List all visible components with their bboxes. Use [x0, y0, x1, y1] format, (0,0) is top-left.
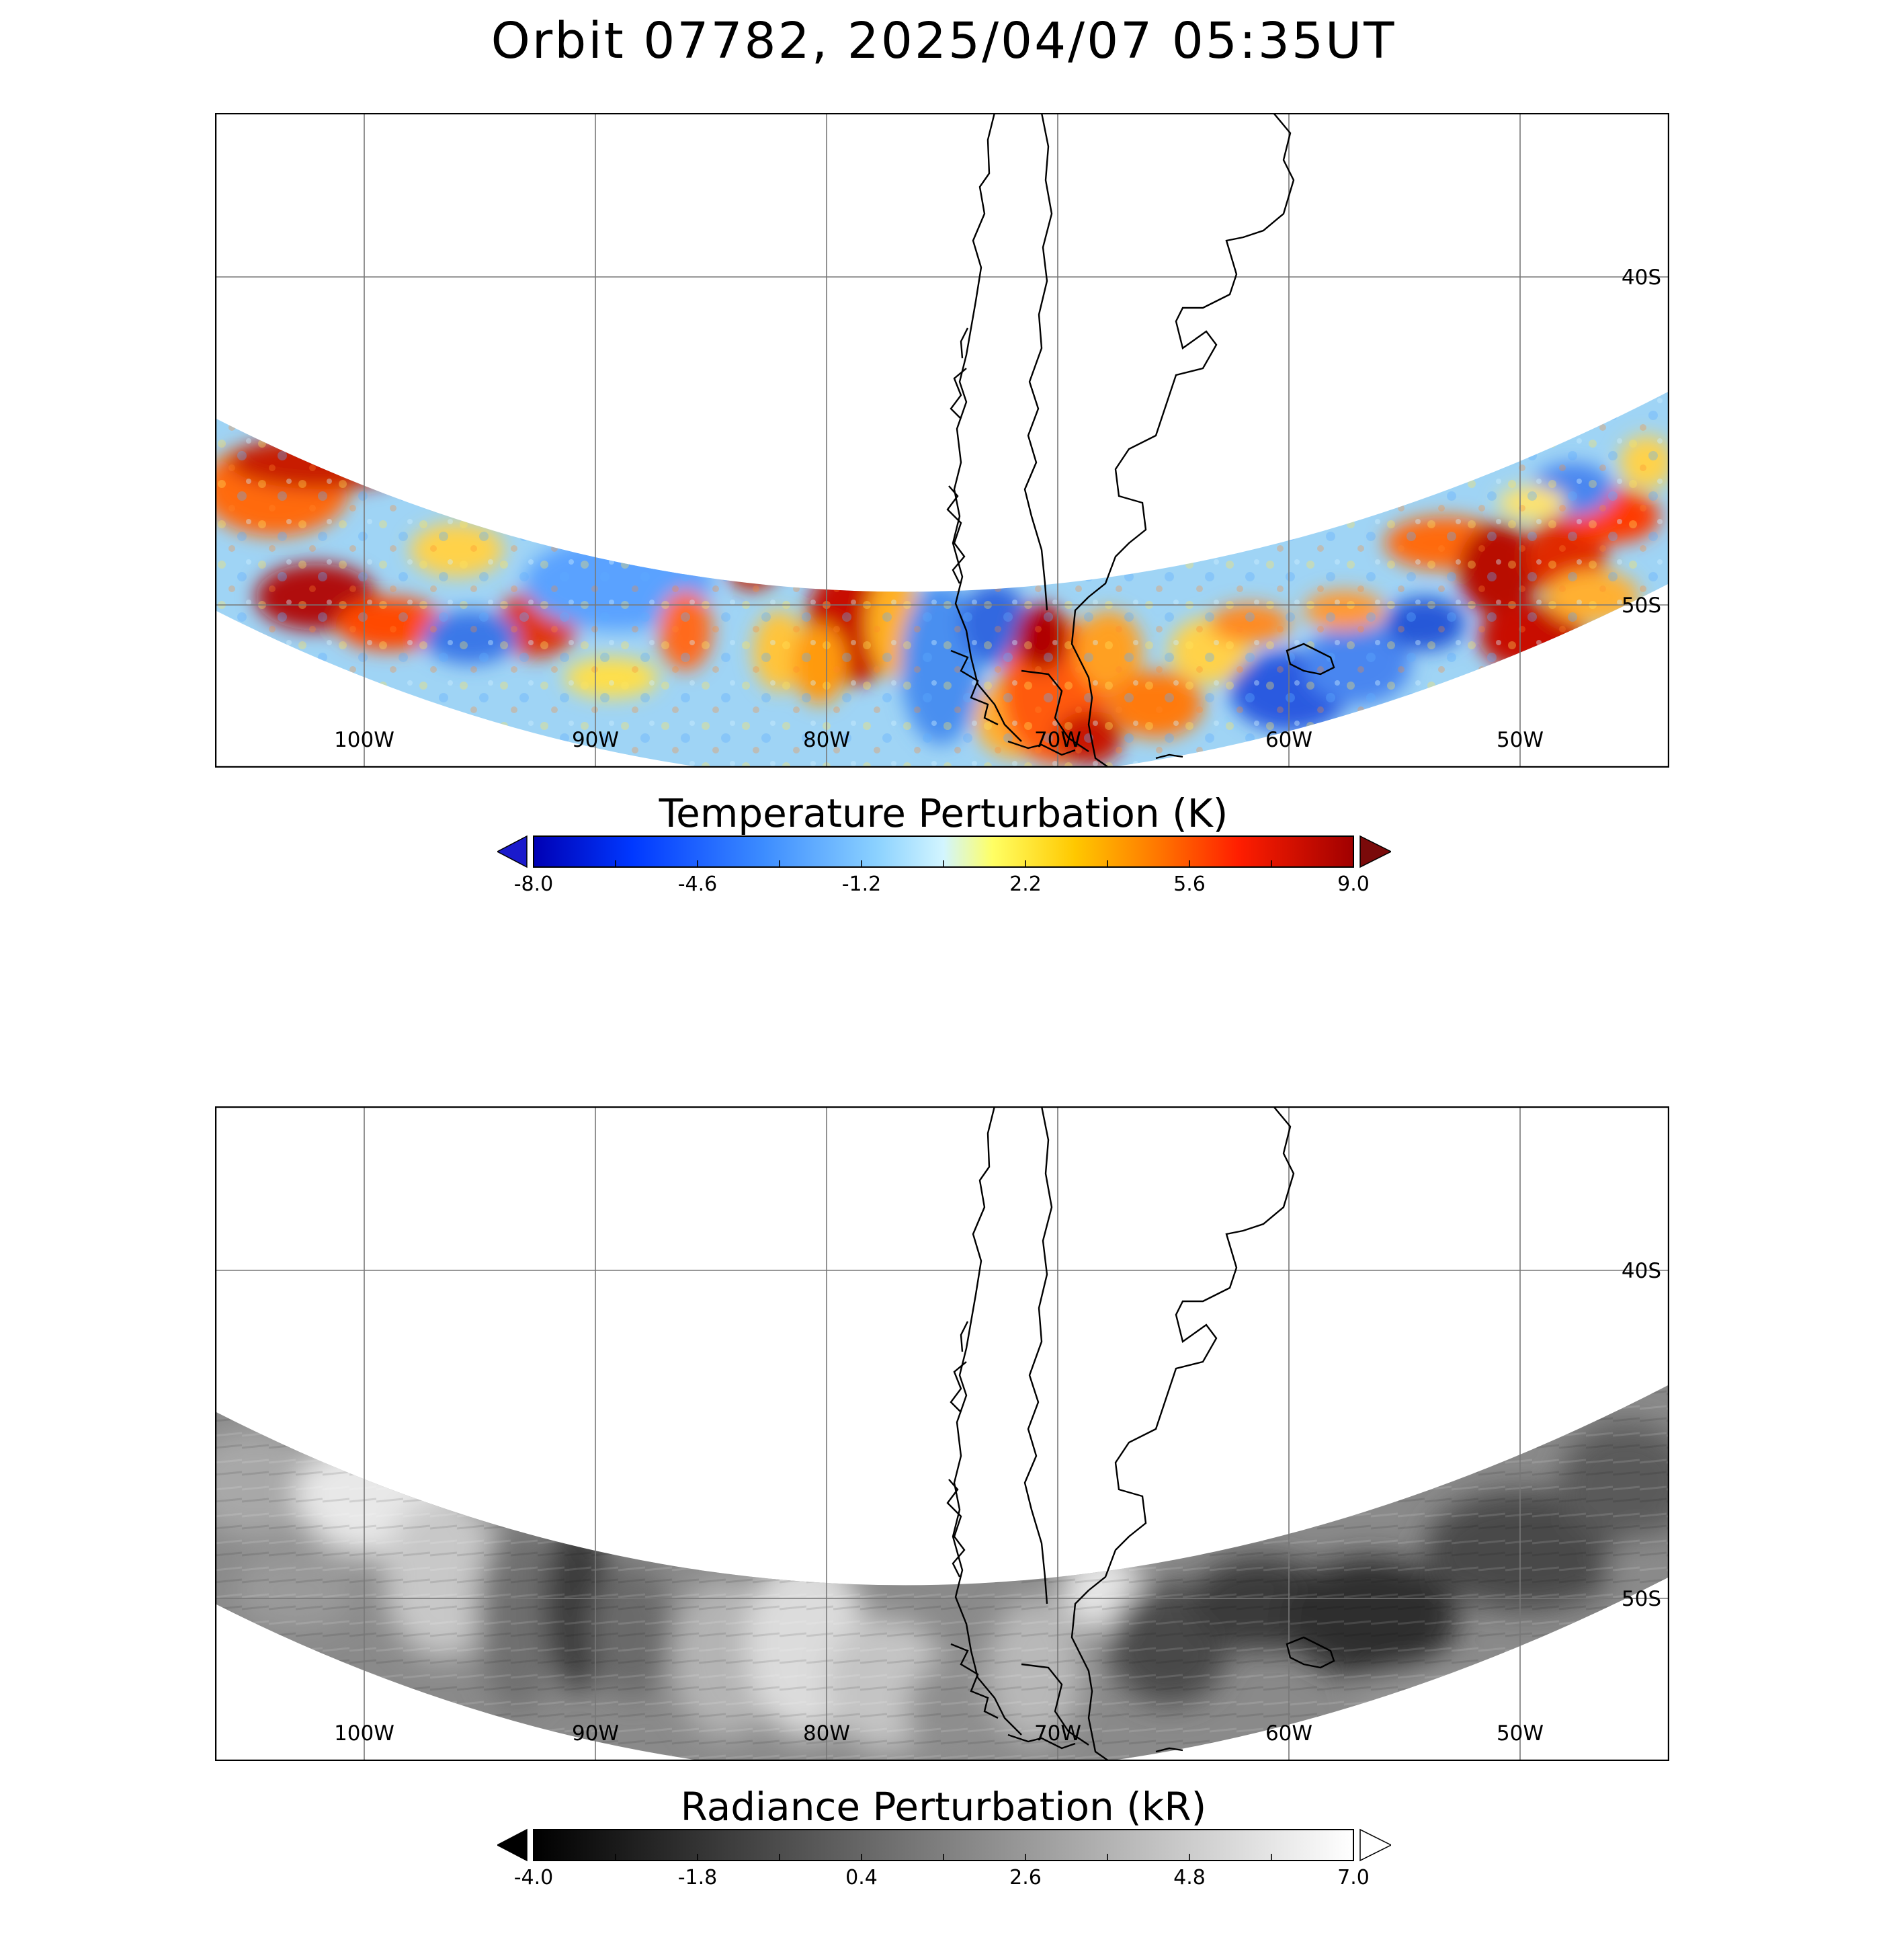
colorbar-tick-label: -4.0 [513, 1866, 554, 1889]
graticule-labels: 100W 90W 80W 70W 60W 50W 40S 50S [334, 266, 1661, 752]
colorbar-tick-label: -4.6 [677, 872, 718, 896]
lat-label: 40S [1622, 1259, 1661, 1283]
extend-high-arrow [1359, 1828, 1391, 1862]
temperature-map-svg: 100W 90W 80W 70W 60W 50W 40S 50S [215, 113, 1669, 768]
lon-label: 90W [572, 1721, 619, 1746]
lon-label: 70W [1034, 728, 1081, 752]
colorbar-tick-label: -8.0 [513, 872, 554, 896]
radiance-swath [215, 1385, 1669, 1761]
lon-label: 60W [1265, 1721, 1312, 1746]
colorbar-tick-label: 5.6 [1173, 872, 1206, 896]
colorbar-tick-label: 2.6 [1009, 1866, 1042, 1889]
radiance-colorbar [497, 1828, 1391, 1862]
temperature-map-panel: 100W 90W 80W 70W 60W 50W 40S 50S [215, 113, 1669, 768]
lon-label: 100W [334, 1721, 394, 1746]
colorbar-tick-label: 4.8 [1173, 1866, 1206, 1889]
plot-title: Orbit 07782, 2025/04/07 05:35UT [491, 12, 1396, 70]
temperature-colorbar [497, 835, 1391, 868]
graticule-labels: 100W 90W 80W 70W 60W 50W 40S 50S [334, 1259, 1661, 1746]
colorbar-tick-label: -1.8 [677, 1866, 718, 1889]
lon-label: 100W [334, 728, 394, 752]
lon-label: 60W [1265, 728, 1312, 752]
colorbar-tick-label: 2.2 [1009, 872, 1042, 896]
radiance-map-panel: 100W 90W 80W 70W 60W 50W 40S 50S [215, 1106, 1669, 1761]
lon-label: 80W [803, 1721, 850, 1746]
lon-label: 50W [1497, 728, 1544, 752]
temperature-colorbar-title: Temperature Perturbation (K) [659, 790, 1228, 836]
lon-label: 90W [572, 728, 619, 752]
temperature-swath [215, 391, 1669, 768]
extend-low-arrow [497, 835, 528, 868]
lat-label: 50S [1622, 594, 1661, 618]
coastline [946, 1106, 1335, 1761]
radiance-colorbar-title: Radiance Perturbation (kR) [680, 1784, 1207, 1830]
graticule [215, 1106, 1669, 1761]
coastline [946, 113, 1335, 768]
colorbar-tick-label: -1.2 [841, 872, 882, 896]
lon-label: 80W [803, 728, 850, 752]
lon-label: 50W [1497, 1721, 1544, 1746]
lon-label: 70W [1034, 1721, 1081, 1746]
extend-high-arrow [1359, 835, 1391, 868]
map-frame [215, 113, 1669, 768]
radiance-map-svg: 100W 90W 80W 70W 60W 50W 40S 50S [215, 1106, 1669, 1761]
graticule [215, 113, 1669, 768]
map-frame [215, 1106, 1669, 1761]
colorbar-tick-label: 7.0 [1337, 1866, 1370, 1889]
lat-label: 50S [1622, 1587, 1661, 1611]
colorbar-tick-label: 9.0 [1337, 872, 1370, 896]
lat-label: 40S [1622, 266, 1661, 290]
extend-low-arrow [497, 1828, 528, 1862]
colorbar-tick-label: 0.4 [845, 1866, 878, 1889]
